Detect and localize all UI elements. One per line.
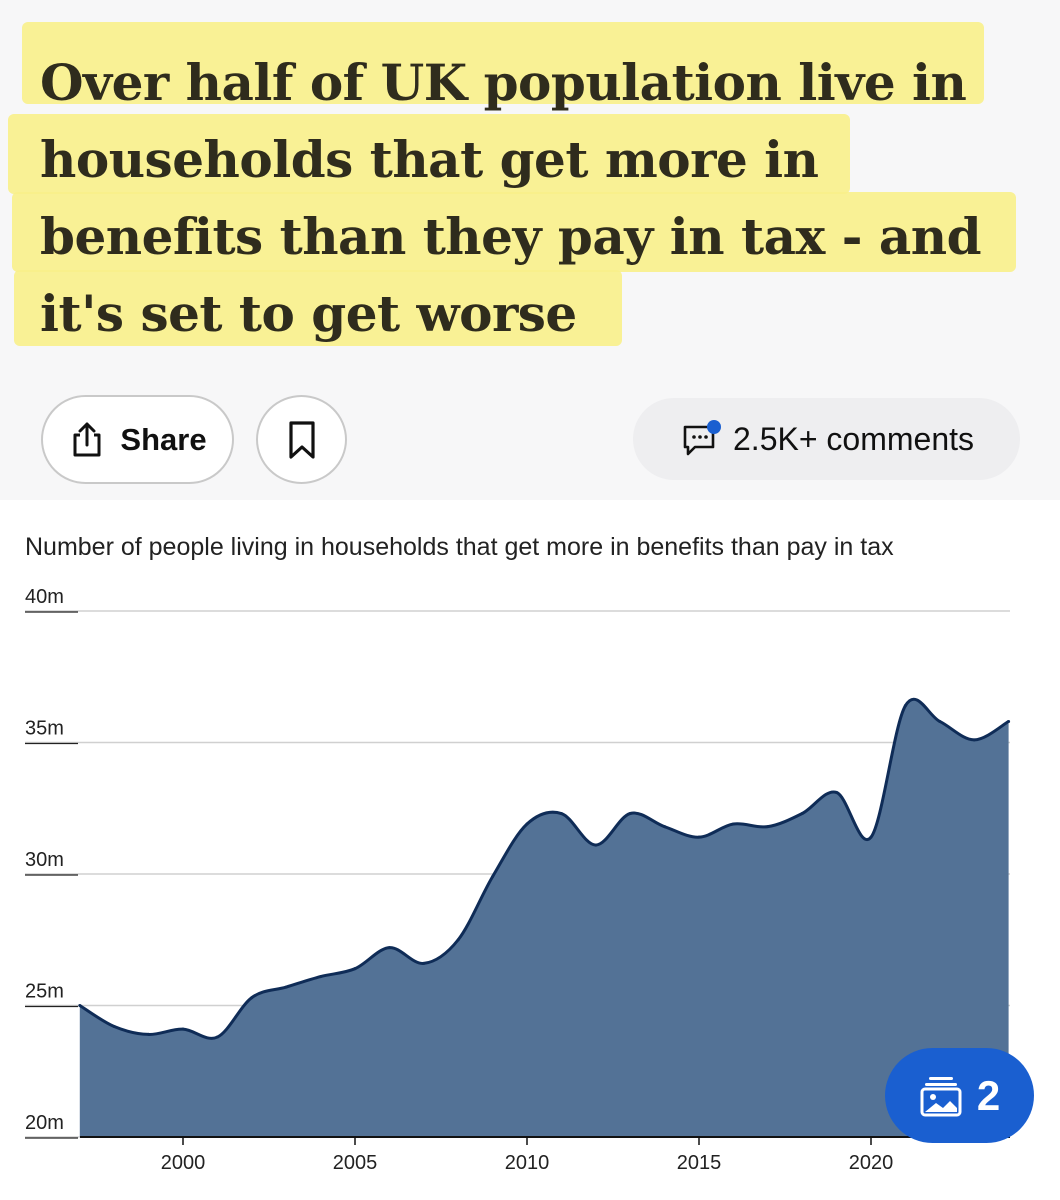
data-point: [559, 812, 563, 816]
data-point: [525, 822, 529, 826]
data-point: [697, 835, 701, 839]
data-point: [284, 985, 288, 989]
data-point: [663, 825, 667, 829]
x-tick-label: 2005: [333, 1152, 378, 1174]
comments-button[interactable]: 2.5K+ comments: [633, 398, 1020, 480]
data-point: [628, 812, 632, 816]
bookmark-button[interactable]: [256, 395, 347, 484]
chart-title: Number of people living in households th…: [25, 533, 894, 561]
data-point: [319, 975, 323, 979]
x-tick-label: 2020: [849, 1152, 894, 1174]
data-point: [181, 1027, 185, 1031]
data-point: [250, 996, 254, 1000]
data-point: [869, 835, 873, 839]
share-label: Share: [120, 421, 207, 457]
article-header: Over half of UK population live in house…: [0, 0, 1060, 500]
area-chart: 40m 35m 30m 25m 20m 2000 2005 2010 2015 2020: [25, 586, 1011, 1174]
bookmark-icon: [288, 420, 315, 459]
data-point: [147, 1032, 151, 1036]
series-area: [79, 699, 1009, 1137]
x-tick-label: 2000: [161, 1152, 206, 1174]
data-point: [731, 822, 735, 826]
highlight-mark: [14, 270, 622, 346]
headline: Over half of UK population live in house…: [40, 53, 982, 343]
data-point: [800, 812, 804, 816]
highlight-mark: [8, 114, 850, 194]
highlight-mark: [12, 192, 1016, 272]
data-point: [972, 738, 976, 742]
highlight-mark: [22, 22, 984, 104]
data-point: [594, 843, 598, 847]
y-tick-label: 40m: [25, 586, 64, 608]
data-point: [1007, 719, 1011, 723]
x-tick-label: 2010: [505, 1152, 550, 1174]
data-point: [112, 1025, 116, 1029]
share-button[interactable]: Share: [41, 395, 234, 484]
y-tick-label: 25m: [25, 981, 64, 1003]
data-point: [766, 825, 770, 829]
comment-icon: [683, 420, 721, 456]
data-point: [903, 704, 907, 708]
data-point: [422, 961, 426, 965]
y-tick-label: 35m: [25, 718, 64, 740]
y-tick-label: 20m: [25, 1112, 64, 1134]
data-point: [835, 790, 839, 794]
x-tick-label: 2015: [677, 1152, 722, 1174]
image-gallery-button[interactable]: 2: [885, 1048, 1034, 1143]
gallery-count: 2: [976, 1071, 1001, 1119]
gallery-icon: [920, 1076, 962, 1116]
data-point: [387, 946, 391, 950]
data-point: [938, 719, 942, 723]
y-tick-label: 30m: [25, 849, 64, 871]
share-icon: [73, 422, 101, 456]
data-point: [215, 1035, 219, 1039]
data-point: [491, 875, 495, 879]
data-point: [353, 967, 357, 971]
data-point: [78, 1004, 82, 1007]
data-point: [456, 938, 460, 942]
comments-label: 2.5K+ comments: [733, 420, 974, 457]
